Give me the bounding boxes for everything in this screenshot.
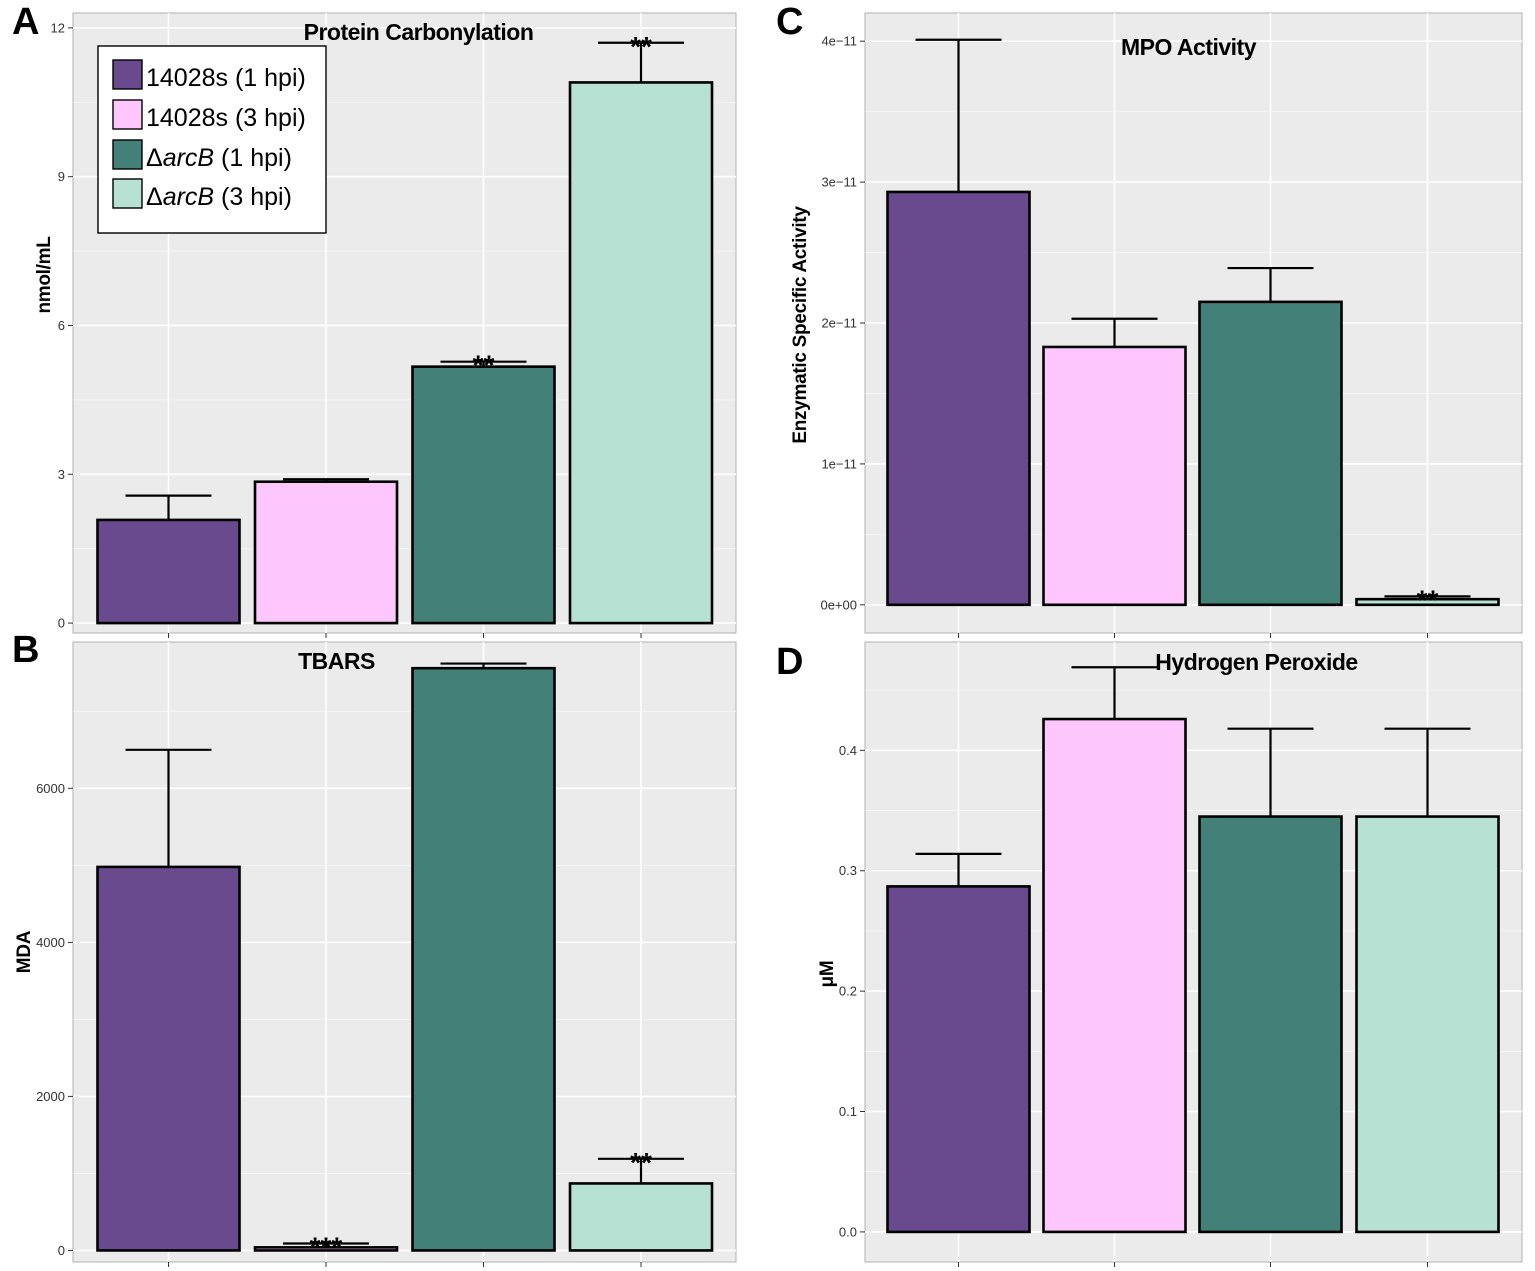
panel-letter: A (12, 1, 39, 43)
legend-label: 14028s (1 hpi) (146, 64, 306, 92)
y-tick-label: 6000 (36, 781, 65, 796)
legend-label: ΔarcB (1 hpi) (146, 144, 292, 172)
panel-letter: C (776, 1, 803, 43)
legend-swatch (112, 178, 143, 209)
panel-letter: B (12, 629, 39, 671)
y-tick-label: 0 (58, 616, 65, 631)
bar (1042, 717, 1187, 1234)
y-tick-label: 0.3 (839, 863, 857, 878)
y-tick-label: 0.0 (839, 1224, 857, 1239)
chart-title: Hydrogen Peroxide (1155, 649, 1357, 675)
y-tick-label: 0 (58, 1243, 65, 1258)
bar (253, 480, 399, 625)
significance-label: ** (630, 31, 652, 62)
y-tick-label: 0e+00 (820, 597, 857, 612)
panel-letter: D (776, 641, 803, 683)
bar (411, 365, 556, 625)
legend-swatch (112, 139, 143, 170)
bar (1042, 345, 1187, 607)
panel-c: C 0e+00 1e−11 2e−11 3e−11 4e−11 ** MPO Activity… (776, 1, 1523, 638)
bar (96, 518, 241, 625)
y-tick-label: 1e−11 (821, 456, 857, 471)
y-axis-label: μM (817, 961, 838, 988)
bar (411, 666, 556, 1252)
y-tick-label: 12 (51, 20, 65, 35)
y-tick-label: 2000 (36, 1089, 65, 1104)
y-tick-label: 0.1 (839, 1104, 857, 1119)
legend: 14028s (1 hpi) 14028s (3 hpi) ΔarcB (1 hpi… (97, 45, 327, 234)
bar (96, 865, 241, 1252)
y-tick-label: 0.4 (839, 743, 857, 758)
bar (568, 1182, 714, 1252)
y-axis-label: MDA (14, 930, 35, 973)
significance-label: *** (310, 1232, 343, 1263)
bar (253, 1246, 399, 1252)
y-tick-label: 6 (58, 318, 65, 333)
panel-a: A 0 3 6 9 12 ** ** Protein Carbonylation nmol/mL 1… (12, 1, 737, 638)
chart-title: MPO Activity (1121, 34, 1257, 60)
y-tick-label: 3 (58, 467, 65, 482)
chart-title: Protein Carbonylation (304, 19, 534, 45)
y-axis-label: nmol/mL (34, 236, 55, 314)
significance-label: ** (630, 1147, 652, 1178)
y-tick-label: 4e−11 (821, 34, 857, 49)
bar (568, 81, 714, 625)
y-tick-label: 9 (58, 169, 65, 184)
bar (886, 190, 1031, 607)
bar (1198, 300, 1343, 607)
y-tick-label: 4000 (36, 935, 65, 950)
legend-swatch (112, 59, 143, 90)
legend-label: 14028s (3 hpi) (146, 104, 306, 132)
legend-swatch (112, 99, 143, 130)
y-axis-label: Enzymatic Specific Activity (790, 206, 811, 444)
y-tick-label: 2e−11 (821, 316, 857, 331)
bar (1198, 815, 1343, 1234)
panel-d: D 0.0 0.1 0.2 0.3 0.4 Hydrogen Peroxide μM (776, 641, 1523, 1267)
y-tick-label: 3e−11 (821, 175, 857, 190)
bar (886, 885, 1031, 1234)
significance-label: ** (1417, 584, 1439, 615)
chart-title: TBARS (298, 648, 375, 674)
bar (1355, 597, 1500, 607)
y-tick-label: 0.2 (839, 984, 857, 999)
bar (1355, 815, 1500, 1234)
significance-label: ** (473, 350, 495, 381)
legend-label: ΔarcB (3 hpi) (146, 183, 292, 211)
